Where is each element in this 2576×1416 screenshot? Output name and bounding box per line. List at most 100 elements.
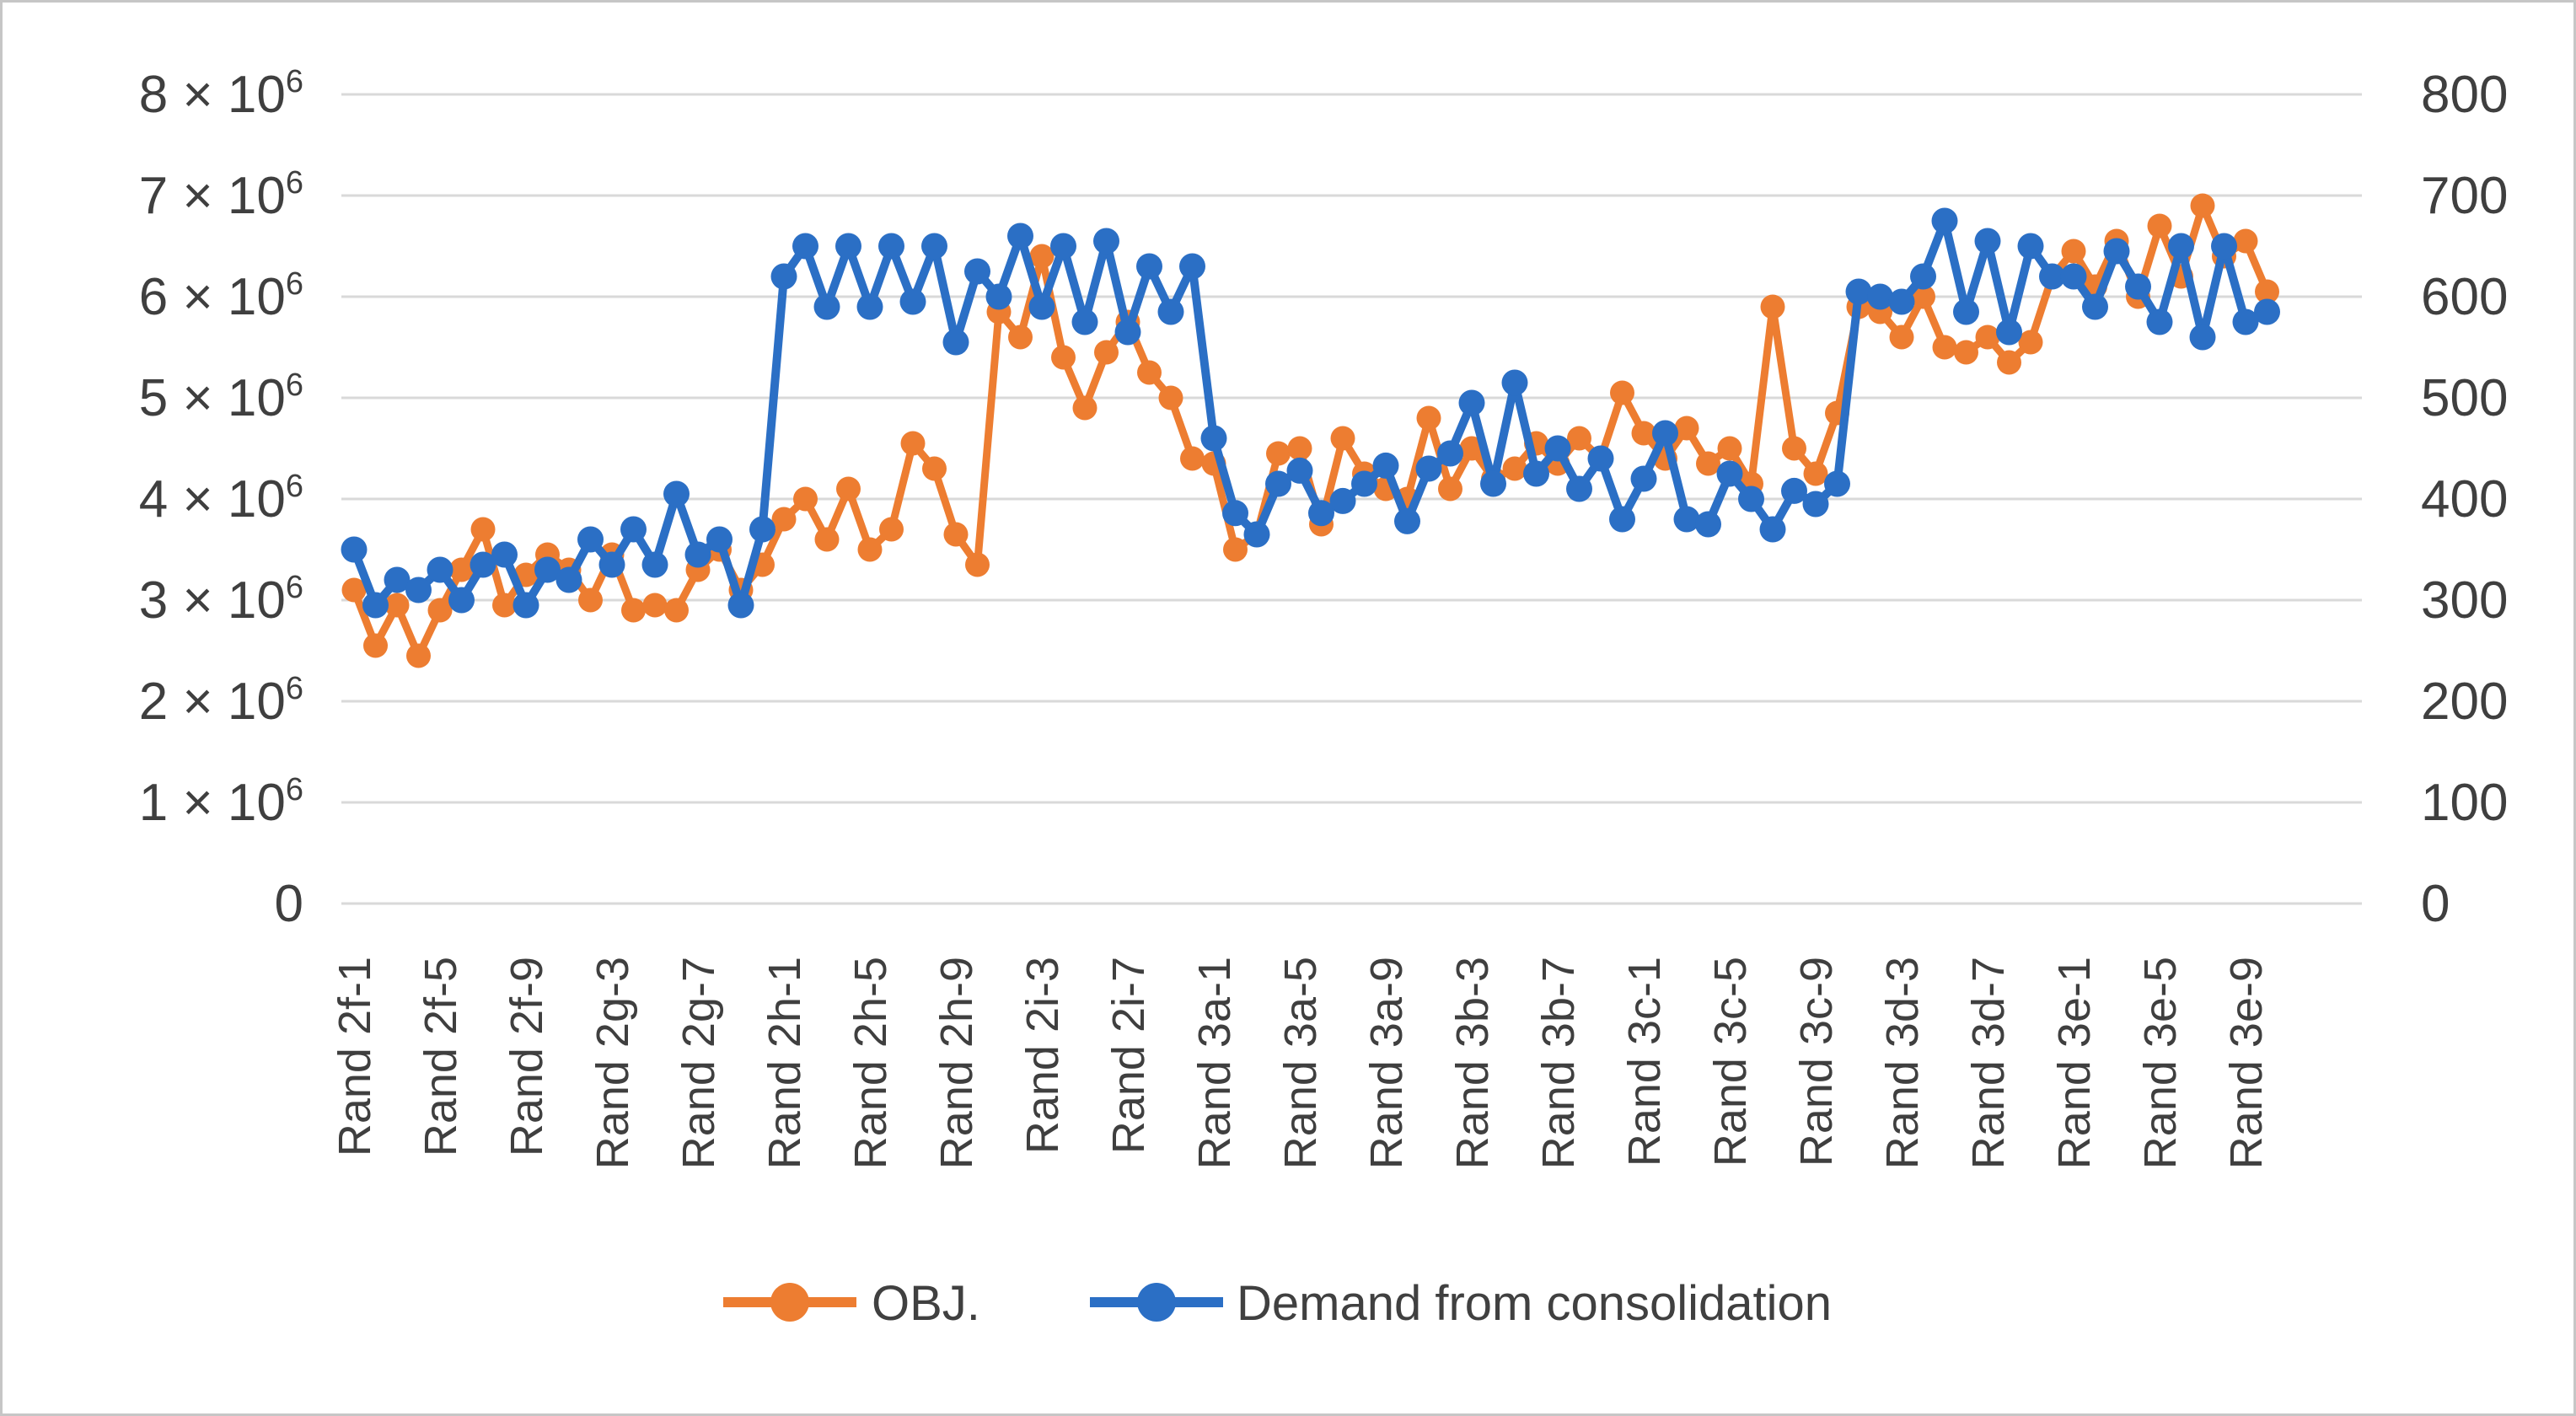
demand-point-marker xyxy=(2232,308,2259,335)
obj-point-marker xyxy=(406,643,431,668)
demand-point-marker xyxy=(1394,507,1420,534)
demand-point-marker xyxy=(1372,452,1399,479)
x-axis-tick: Rand 2i-3 xyxy=(1017,957,1068,1154)
obj-point-marker xyxy=(1438,476,1462,502)
demand-point-marker xyxy=(1007,223,1033,249)
obj-point-marker xyxy=(1674,416,1699,441)
x-axis-tick: Rand 2h-1 xyxy=(759,957,810,1169)
demand-point-marker xyxy=(1867,283,1893,310)
demand-point-marker xyxy=(2039,263,2065,290)
obj-point-marker xyxy=(1803,461,1828,486)
demand-point-marker xyxy=(384,566,411,593)
left-axis-tick: 6 × 106 xyxy=(139,266,303,326)
obj-point-marker xyxy=(470,517,496,542)
demand-point-marker xyxy=(1308,500,1334,527)
obj-point-marker xyxy=(664,598,689,623)
obj-point-marker xyxy=(836,476,861,502)
x-axis-tick: Rand 2i-7 xyxy=(1103,957,1154,1154)
left-axis-tick: 2 × 106 xyxy=(139,671,303,731)
obj-point-marker xyxy=(1997,350,2021,375)
obj-point-marker xyxy=(1029,244,1055,269)
demand-point-marker xyxy=(1781,477,1807,504)
obj-point-marker xyxy=(1137,360,1162,385)
x-axis-ticks: Rand 2f-1 Rand 2f-5 Rand 2f-9 Rand 2g-3 Rand… xyxy=(330,957,2272,1169)
obj-point-marker xyxy=(2233,228,2258,254)
x-axis-tick: Rand 3c-5 xyxy=(1705,957,1756,1167)
left-axis-ticks: 8 × 106 7 × 106 6 × 106 5 × 106 4 × 106 3 × 1… xyxy=(139,64,303,933)
legend: OBJ. Demand from consolidation xyxy=(723,1276,1832,1331)
demand-point-marker xyxy=(1480,470,1506,497)
demand-point-marker xyxy=(577,526,604,553)
demand-point-marker xyxy=(1544,435,1571,462)
obj-point-marker xyxy=(1567,426,1591,451)
obj-point-marker xyxy=(1330,426,1355,451)
demand-point-marker xyxy=(1286,457,1313,484)
obj-point-marker xyxy=(492,593,517,618)
demand-point-marker xyxy=(405,577,432,603)
x-axis-tick: Rand 3c-9 xyxy=(1791,957,1842,1167)
demand-point-marker xyxy=(1437,440,1463,467)
demand-point-marker xyxy=(1523,460,1549,487)
left-axis-tick: 5 × 106 xyxy=(139,367,303,427)
demand-point-marker xyxy=(2168,233,2194,260)
obj-point-marker xyxy=(922,456,947,481)
obj-point-marker xyxy=(341,577,367,603)
obj-point-marker xyxy=(642,593,668,618)
demand-point-marker xyxy=(2146,308,2173,335)
demand-point-marker xyxy=(362,592,389,619)
demand-point-marker xyxy=(470,551,496,578)
demand-point-marker xyxy=(491,541,518,568)
left-axis-tick: 1 × 106 xyxy=(139,772,303,832)
demand-point-marker xyxy=(942,329,969,356)
obj-point-marker xyxy=(1760,294,1785,319)
demand-point-marker xyxy=(1415,455,1442,482)
obj-point-marker xyxy=(1889,324,1914,350)
obj-point-marker xyxy=(1416,405,1441,431)
legend-demand-marker xyxy=(1137,1283,1176,1322)
right-axis-tick: 700 xyxy=(2421,167,2508,225)
demand-point-marker xyxy=(899,288,926,315)
obj-point-marker xyxy=(363,633,388,658)
demand-point-marker xyxy=(1609,506,1635,533)
demand-point-marker xyxy=(1071,308,1098,335)
demand-point-marker xyxy=(813,293,840,320)
obj-point-marker xyxy=(2147,213,2172,239)
demand-point-marker xyxy=(1200,425,1227,452)
demand-point-marker xyxy=(1759,516,1786,543)
demand-point-marker xyxy=(706,526,733,553)
right-axis-tick: 800 xyxy=(2421,66,2508,124)
demand-point-marker xyxy=(964,258,990,285)
demand-point-marker xyxy=(1265,470,1291,497)
demand-point-marker xyxy=(1157,298,1184,325)
obj-point-marker xyxy=(2190,193,2215,218)
demand-point-marker xyxy=(1802,491,1829,518)
demand-point-marker xyxy=(2103,238,2130,265)
demand-point-marker xyxy=(1673,506,1700,533)
demand-point-marker xyxy=(1329,487,1356,514)
obj-point-marker xyxy=(1072,395,1097,421)
right-axis-tick: 300 xyxy=(2421,571,2508,630)
demand-point-marker xyxy=(2017,233,2044,260)
x-axis-tick: Rand 3e-5 xyxy=(2135,957,2186,1169)
obj-point-marker xyxy=(1911,284,1935,309)
obj-point-marker xyxy=(2018,330,2043,355)
obj-point-marker xyxy=(814,527,840,552)
obj-point-marker xyxy=(900,431,926,456)
demand-point-marker xyxy=(1630,465,1657,492)
obj-point-marker xyxy=(384,593,410,618)
demand-point-marker xyxy=(1566,475,1592,502)
x-axis-tick: Rand 2g-3 xyxy=(588,957,638,1169)
demand-point-marker xyxy=(2060,263,2087,290)
demand-point-marker xyxy=(1716,460,1743,487)
left-axis-tick: 3 × 106 xyxy=(139,570,303,630)
x-axis-tick: Rand 2g-7 xyxy=(674,957,724,1169)
demand-point-marker xyxy=(663,480,690,507)
demand-point-marker xyxy=(1587,445,1614,472)
x-axis-tick: Rand 3c-1 xyxy=(1619,957,1670,1167)
obj-point-marker xyxy=(578,587,603,613)
right-axis-tick: 600 xyxy=(2421,268,2508,326)
right-axis-ticks: 800 700 600 500 400 300 200 100 0 xyxy=(2421,66,2508,933)
x-axis-tick: Rand 3d-7 xyxy=(1963,957,2014,1169)
